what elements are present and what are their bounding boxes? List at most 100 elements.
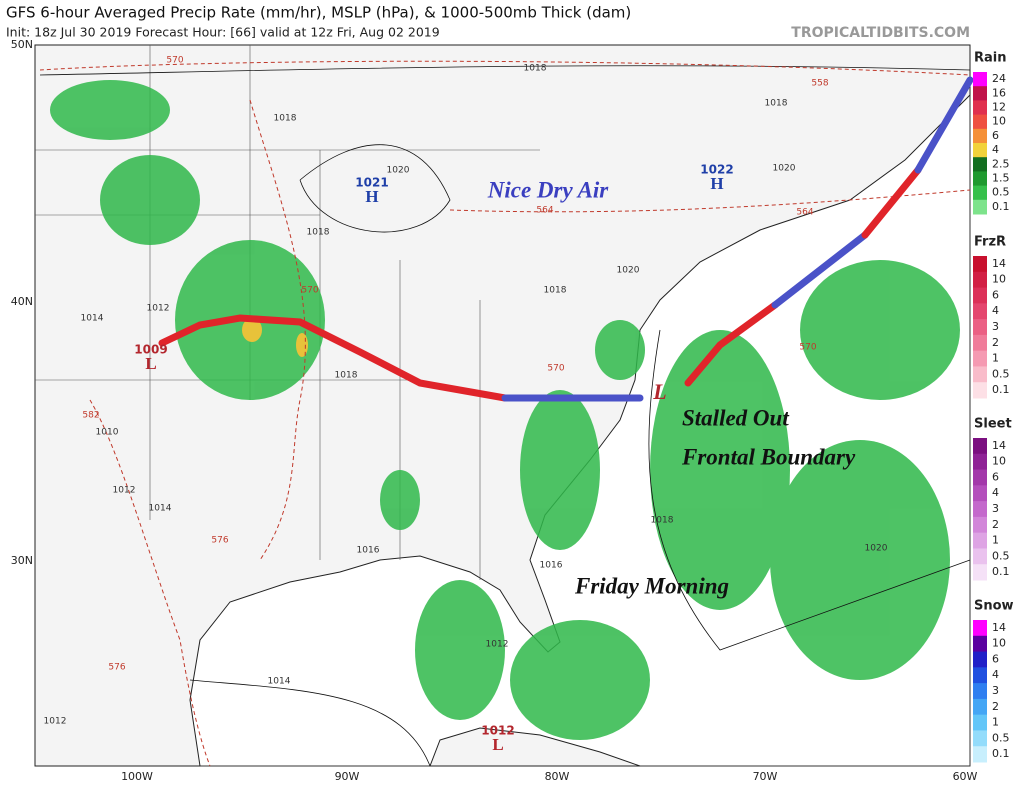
legend-swatch [973,453,987,471]
legend-swatch [973,303,987,320]
precip-core [296,333,308,357]
legend-label: 1 [992,352,999,365]
legend-label: 2.5 [992,157,1010,170]
cold-front [771,231,869,309]
legend-swatch [973,469,987,486]
legend-swatch [973,334,987,352]
legend-label: 1 [992,716,999,729]
isobar-label: 1012 [44,717,67,727]
legend-label: 0.1 [992,383,1010,396]
legend-swatch [973,100,987,116]
pressure-symbol: H [365,187,378,206]
legend-swatch [973,548,987,565]
thickness-line [249,99,306,561]
isobar [39,65,971,76]
isobar-label: 1010 [96,428,119,438]
precip-core [242,318,262,342]
legend-label: 10 [992,455,1006,468]
precip-area [415,580,505,720]
thickness-label: 570 [799,343,816,353]
precip-area [650,330,790,610]
legend-swatch [973,86,987,101]
legend-label: 4 [992,304,999,317]
latitude-label: 30N [11,554,33,567]
legend-label: 3 [992,320,999,333]
warm-front [158,314,509,402]
isobar-label: 1012 [486,640,509,650]
legend-title: FrzR [974,235,1006,250]
thickness-label: 564 [536,206,553,216]
legend-swatch [973,683,987,700]
legend-label: 0.5 [992,186,1010,199]
legend-swatch [973,114,987,130]
longitude-label: 90W [335,770,360,783]
isobar-label: 1018 [544,286,567,296]
legend-label: 4 [992,143,999,156]
isobar-label: 1018 [765,99,788,109]
legend-label: 4 [992,486,999,499]
legend-swatch [973,698,987,716]
legend-label: 10 [992,273,1006,286]
legend-label: 3 [992,502,999,515]
isobar-label: 1018 [307,228,330,238]
legend-label: 10 [992,637,1006,650]
precip-area [510,620,650,740]
legend-label: 2 [992,336,999,349]
legend-label: 6 [992,652,999,665]
legend-label: 6 [992,129,999,142]
latitude-label: 50N [11,38,33,51]
legend-swatch [973,564,987,581]
isobar-label: 1018 [524,64,547,74]
legend-label: 1 [992,534,999,547]
legend-label: 0.5 [992,549,1010,562]
legend-label: 6 [992,288,999,301]
thickness-line [89,399,211,767]
isobar-label: 1020 [617,266,640,276]
precip-area [100,155,200,245]
subtitle: Init: 18z Jul 30 2019 Forecast Hour: [66… [6,25,440,40]
legend-swatch [973,532,987,549]
legend-swatch [973,516,987,534]
precip-area [770,440,950,680]
isobar-label: 1012 [113,486,136,496]
longitude-label: 70W [753,770,778,783]
thickness-label: 564 [796,208,813,218]
thickness-label: 570 [301,286,318,296]
pressure-value: 1021 [355,176,388,190]
precip-area [520,390,600,550]
legend-swatch [973,350,987,367]
thickness-label: 576 [108,663,125,673]
title: GFS 6-hour Averaged Precip Rate (mm/hr),… [6,4,631,22]
longitude-label: 80W [545,770,570,783]
border [149,45,481,580]
legend-label: 1.5 [992,172,1010,185]
legend-swatch [973,667,987,684]
thickness-label: 582 [82,411,99,421]
precip-area [800,260,960,400]
legend-swatch [973,746,987,763]
legend-label: 14 [992,621,1006,634]
legend-label: 0.5 [992,367,1010,380]
north-america [34,44,971,767]
legend-swatch [973,485,987,502]
legend-swatch [973,256,987,273]
latitude-label: 40N [11,295,33,308]
isobar [648,329,971,651]
legend-swatch [973,382,987,399]
warm-front [684,301,779,387]
annotation: Stalled Out [682,405,789,430]
legend-label: 12 [992,101,1006,114]
legend-label: 0.5 [992,731,1010,744]
legend-swatch [973,501,987,518]
legend-swatch [973,620,987,637]
legend-label: 14 [992,257,1006,270]
longitude-label: 60W [953,770,978,783]
warm-front [861,166,922,239]
legend-swatch [973,366,987,383]
isobar-label: 1020 [773,164,796,174]
land [34,44,971,767]
isobar [189,679,431,767]
thickness [39,60,971,767]
